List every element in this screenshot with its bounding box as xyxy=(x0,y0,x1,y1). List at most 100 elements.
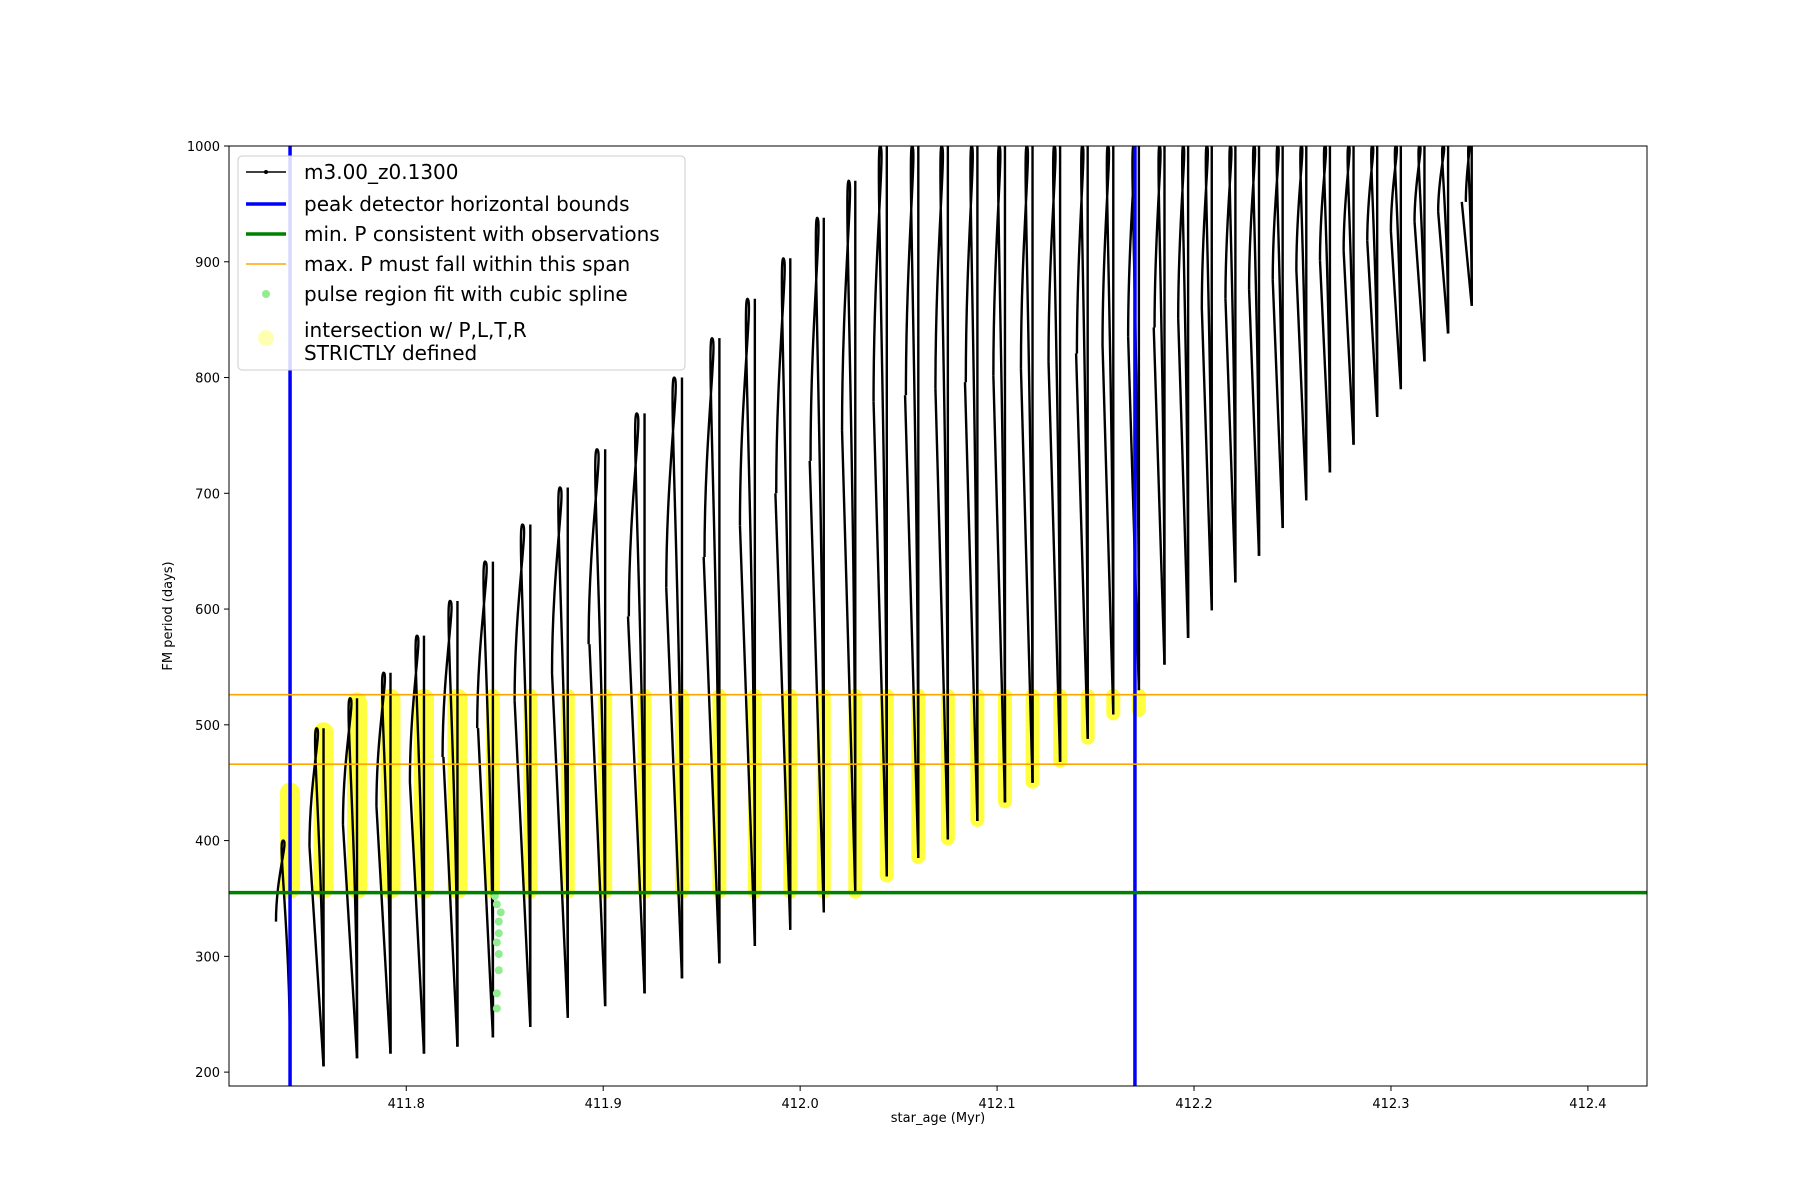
pulse-drop xyxy=(840,430,857,894)
pulse-curve xyxy=(1101,146,1115,715)
x-tick-label: 412.1 xyxy=(978,1097,1015,1112)
spline-point xyxy=(496,908,505,917)
pulse-drop xyxy=(1074,353,1089,739)
y-tick-label: 200 xyxy=(195,1066,220,1081)
pulse-drop xyxy=(1342,250,1355,445)
pulse-curve xyxy=(992,146,1007,803)
pulse-drop xyxy=(375,805,392,1054)
x-tick-label: 412.3 xyxy=(1372,1097,1409,1112)
pulse-drop xyxy=(872,401,888,877)
x-axis-label: star_age (Myr) xyxy=(891,1111,985,1126)
x-tick-label: 412.0 xyxy=(782,1097,819,1112)
plot-data-layer xyxy=(274,146,1473,1073)
pulse-drop xyxy=(963,382,979,821)
y-tick-label: 800 xyxy=(195,372,220,387)
pulse-curve xyxy=(441,599,459,1047)
spline-point xyxy=(494,917,503,926)
pulse-drop xyxy=(702,556,721,964)
pulse-drop xyxy=(903,395,920,858)
pulse-curve xyxy=(964,146,979,821)
pulse-drop xyxy=(774,493,792,930)
y-tick-label: 400 xyxy=(195,835,220,850)
pulse-drop xyxy=(1176,318,1190,639)
pulse-curve xyxy=(1126,146,1141,691)
x-tick-label: 411.8 xyxy=(388,1097,425,1112)
pulse-drop xyxy=(1413,221,1426,362)
pulse-curve xyxy=(934,146,950,840)
pulse-drop xyxy=(1389,231,1403,390)
legend-label: peak detector horizontal bounds xyxy=(304,192,630,216)
pulse-drop xyxy=(550,673,569,1018)
plot-frame xyxy=(228,145,1648,1087)
pulse-drop xyxy=(992,375,1007,803)
y-tick-label: 900 xyxy=(195,256,220,271)
legend-label: m3.00_z0.1300 xyxy=(304,160,459,184)
pulse-curve xyxy=(587,448,607,1007)
legend-handle-dot xyxy=(258,330,274,346)
pulse-curve xyxy=(872,146,889,877)
pulse-drop xyxy=(476,728,495,1038)
pulse-curve xyxy=(738,297,757,946)
pulse-curve xyxy=(475,560,495,1038)
pulse-drop xyxy=(408,781,426,1054)
pulse-curve xyxy=(904,146,920,858)
legend-label-line2: STRICTLY defined xyxy=(304,341,477,365)
pulse-drop xyxy=(626,616,646,994)
pulse-curve xyxy=(775,257,792,930)
pulse-curve xyxy=(375,671,392,1054)
pulse-curve xyxy=(308,727,325,1067)
pulse-drop xyxy=(1366,240,1379,417)
pulse-curve xyxy=(809,216,825,913)
y-tick-label: 600 xyxy=(195,603,220,618)
spline-point xyxy=(494,929,503,938)
legend-label: pulse region fit with cubic spline xyxy=(304,282,628,306)
legend-label: intersection w/ P,L,T,R xyxy=(304,318,527,342)
pulse-curve xyxy=(665,376,684,979)
pulse-drop xyxy=(1152,327,1166,665)
spline-point xyxy=(494,950,503,959)
pulse-drop xyxy=(308,846,325,1067)
legend-label: max. P must fall within this span xyxy=(304,252,630,276)
x-tick-label: 411.9 xyxy=(585,1097,622,1112)
pulse-curve xyxy=(341,696,359,1059)
pulse-drop xyxy=(1200,308,1213,611)
pulse-drop xyxy=(588,644,607,1007)
pulse-drop xyxy=(1224,298,1237,583)
pulse-drop xyxy=(1318,260,1332,473)
pulse-drop xyxy=(341,824,359,1059)
reference-lines-layer xyxy=(229,146,1647,1086)
legend-box xyxy=(237,155,686,371)
pulse-drop xyxy=(1271,279,1284,529)
y-tick-label: 500 xyxy=(195,719,220,734)
pulse-drop xyxy=(665,587,684,979)
pulse-curve xyxy=(840,179,857,894)
axes-layer: 411.8 411.9 412.0 412.1 412.2 412.3 412.4 200 30… xyxy=(187,140,1607,1112)
pulse-curve xyxy=(1075,146,1089,739)
x-tick-label: 412.4 xyxy=(1569,1097,1606,1112)
pulse-curve xyxy=(1047,146,1062,762)
y-tick-label: 1000 xyxy=(187,140,220,155)
pulse-curve xyxy=(1019,146,1034,783)
legend-label: min. P consistent with observations xyxy=(304,222,660,246)
pulse-curve xyxy=(703,336,721,964)
pulse-drop xyxy=(1019,368,1034,783)
pulse-drop xyxy=(738,525,757,946)
pulse-drop xyxy=(1295,269,1308,501)
spline-point xyxy=(492,1004,501,1013)
pulse-drop xyxy=(1247,289,1261,556)
spline-point xyxy=(492,989,501,998)
pulse-drop xyxy=(513,700,532,1028)
x-tick-label: 412.2 xyxy=(1175,1097,1212,1112)
spline-point xyxy=(492,900,501,909)
pulse-curve xyxy=(550,486,569,1018)
y-tick-label: 700 xyxy=(195,487,220,502)
pulse-drop xyxy=(1436,211,1450,334)
legend-handle-dot xyxy=(262,290,270,298)
pulse-drop xyxy=(1101,344,1115,715)
pulse-curve xyxy=(513,523,532,1027)
pulse-curve xyxy=(627,412,646,994)
pulse-drop xyxy=(808,460,825,913)
pulse-curve xyxy=(408,634,426,1054)
